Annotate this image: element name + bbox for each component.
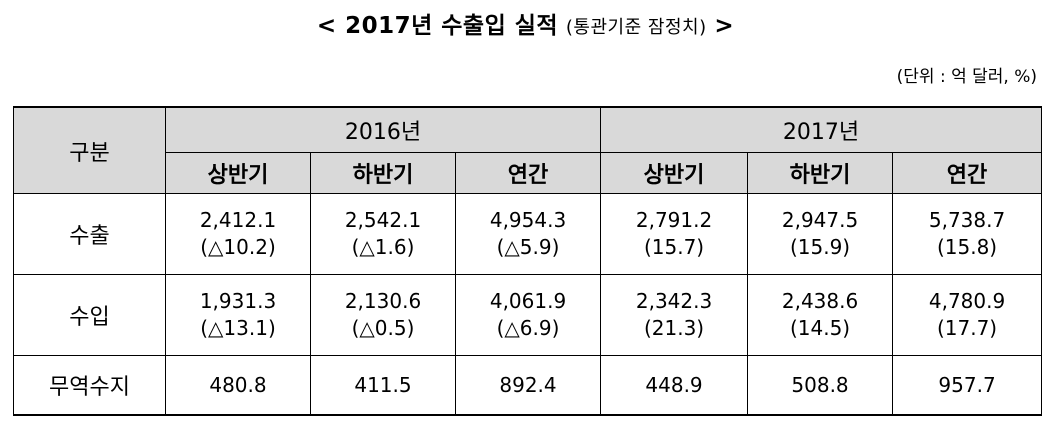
- cell-value: 2,438.6: [781, 289, 859, 313]
- header-year-2017: 2017년: [600, 106, 1043, 153]
- table-cell: 4,780.9 (17.7): [892, 274, 1043, 356]
- cell-value: 5,738.7: [928, 208, 1006, 232]
- cell-value: 2,342.3: [635, 289, 713, 313]
- header-row-years: 구분 2016년 2017년: [13, 106, 1043, 194]
- table-cell: 480.8: [165, 355, 311, 416]
- table-cell: 2,412.1 (△10.2): [165, 193, 311, 275]
- table-cell: 2,438.6 (14.5): [747, 274, 894, 356]
- page-title: < 2017년 수출입 실적 (통관기준 잠정치) >: [0, 6, 1051, 40]
- header-year-2016: 2016년: [164, 106, 602, 153]
- table-row-trade-balance: 무역수지 480.8 411.5 892.4 448.9 508.8 957.7: [13, 355, 1043, 416]
- cell-change: (15.9): [789, 235, 851, 259]
- cell-change: (15.7): [643, 235, 705, 259]
- title-main: < 2017년 수출입 실적: [316, 13, 559, 39]
- table-cell: 2,130.6 (△0.5): [310, 274, 456, 356]
- cell-change: (△5.9): [496, 235, 560, 259]
- table-cell: 2,947.5 (15.9): [747, 193, 894, 275]
- table-cell: 508.8: [747, 355, 894, 416]
- table-cell: 2,542.1 (△1.6): [310, 193, 456, 275]
- cell-value: 2,130.6: [344, 289, 422, 313]
- table-cell: 448.9: [600, 355, 749, 416]
- table-row-import: 수입 1,931.3 (△13.1) 2,130.6 (△0.5) 4,061.9 (…: [13, 274, 1043, 356]
- header-period: 하반기: [747, 152, 894, 194]
- cell-value: 4,061.9: [489, 289, 567, 313]
- row-label: 수입: [13, 274, 166, 356]
- cell-value: 1,931.3: [199, 289, 277, 313]
- table-row-export: 수출 2,412.1 (△10.2) 2,542.1 (△1.6) 4,954.3 (…: [13, 193, 1043, 275]
- title-subtitle: (통관기준 잠정치): [565, 17, 707, 38]
- header-period: 상반기: [600, 152, 749, 194]
- cell-change: (14.5): [789, 316, 851, 340]
- cell-change: (△6.9): [496, 316, 560, 340]
- cell-value: 2,947.5: [781, 208, 859, 232]
- cell-change: (15.8): [936, 235, 998, 259]
- header-row-periods: 상반기 하반기 연간 상반기 하반기 연간: [14, 152, 1043, 194]
- unit-note: (단위 : 억 달러, %): [896, 67, 1037, 87]
- header-period: 하반기: [310, 152, 456, 194]
- header-period: 연간: [454, 152, 602, 194]
- cell-change: (△13.1): [200, 316, 276, 340]
- table-cell: 2,342.3 (21.3): [600, 274, 749, 356]
- table-cell: 5,738.7 (15.8): [892, 193, 1043, 275]
- table-cell: 4,061.9 (△6.9): [454, 274, 602, 356]
- cell-value: 4,780.9: [928, 289, 1006, 313]
- cell-change: (21.3): [643, 316, 705, 340]
- header-period: 상반기: [165, 152, 311, 194]
- cell-change: (△10.2): [200, 235, 276, 259]
- cell-change: (△1.6): [351, 235, 415, 259]
- table-cell: 2,791.2 (15.7): [600, 193, 749, 275]
- cell-value: 2,412.1: [199, 208, 277, 232]
- table-cell: 411.5: [310, 355, 456, 416]
- cell-value: 4,954.3: [489, 208, 567, 232]
- cell-value: 2,791.2: [635, 208, 713, 232]
- table-cell: 1,931.3 (△13.1): [165, 274, 311, 356]
- trade-table: 구분 2016년 2017년 상반기 하반기 연간 상반기 하반기 연간 수출 …: [13, 106, 1043, 416]
- header-period: 연간: [892, 152, 1043, 194]
- table-cell: 957.7: [892, 355, 1043, 416]
- cell-value: 2,542.1: [344, 208, 422, 232]
- header-gubun: 구분: [13, 106, 166, 194]
- row-label: 무역수지: [13, 355, 166, 416]
- table-cell: 892.4: [454, 355, 602, 416]
- cell-change: (△0.5): [351, 316, 415, 340]
- row-label: 수출: [13, 193, 166, 275]
- title-close-bracket: >: [714, 13, 735, 39]
- table-cell: 4,954.3 (△5.9): [454, 193, 602, 275]
- cell-change: (17.7): [936, 316, 998, 340]
